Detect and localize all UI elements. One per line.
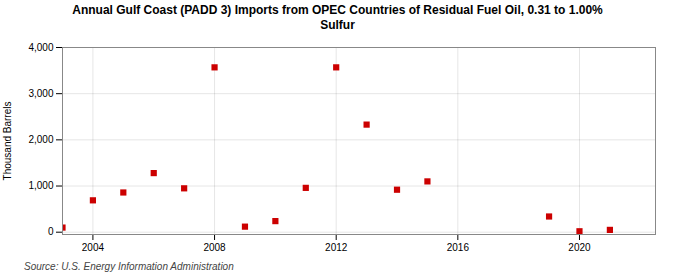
- svg-text:2008: 2008: [203, 242, 226, 253]
- svg-text:4,000: 4,000: [28, 42, 53, 53]
- html-text:Source: U.S. Energy Informatio: Source: U.S. Energy Information Administ…: [24, 261, 234, 272]
- svg-text:2020: 2020: [568, 242, 591, 253]
- svg-text:1,000: 1,000: [28, 180, 53, 191]
- html-text:Annual Gulf Coast (PADD 3) Imp: Annual Gulf Coast (PADD 3) Imports from …: [72, 3, 603, 32]
- svg-text:2016: 2016: [447, 242, 470, 253]
- svg-text:2,000: 2,000: [28, 134, 53, 145]
- svg-text:2004: 2004: [82, 242, 105, 253]
- svg-text:0: 0: [48, 226, 54, 237]
- svg-text:2012: 2012: [325, 242, 348, 253]
- svg-text:3,000: 3,000: [28, 88, 53, 99]
- svg-text:Thousand Barrels: Thousand Barrels: [2, 102, 13, 181]
